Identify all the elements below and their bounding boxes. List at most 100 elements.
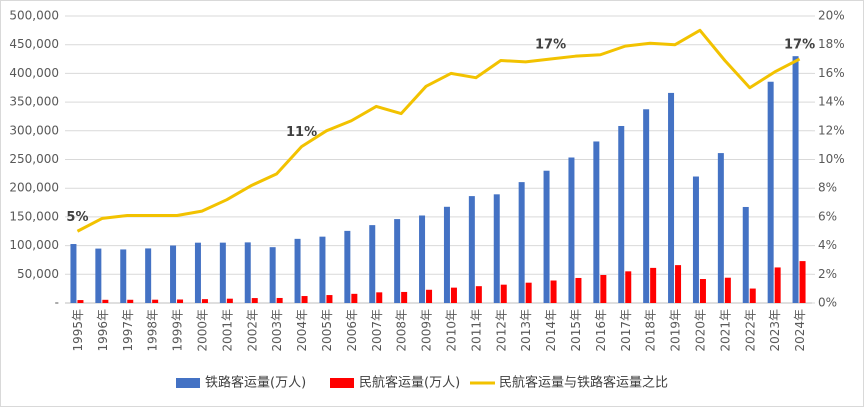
y2-tick-label: 6% (818, 209, 837, 223)
y2-tick-label: 18% (818, 37, 845, 51)
bar (443, 206, 450, 303)
bar (95, 248, 102, 303)
bar (675, 265, 682, 303)
y-tick-label: 300,000 (9, 123, 59, 137)
bar (152, 299, 159, 303)
x-tick-label: 2021年 (718, 309, 732, 352)
bar (401, 291, 408, 303)
bar (276, 297, 283, 303)
x-tick-label: 2016年 (594, 309, 608, 352)
legend-swatch (176, 378, 200, 388)
x-tick-label: 2013年 (519, 309, 533, 352)
bar (127, 299, 134, 303)
x-tick-label: 1999年 (171, 309, 185, 352)
x-tick-label: 1995年 (71, 309, 85, 352)
bar (600, 274, 607, 303)
x-tick-label: 2024年 (793, 309, 807, 352)
data-label: 17% (784, 38, 815, 53)
bar (475, 286, 482, 303)
bar (699, 279, 706, 303)
data-label: 5% (66, 210, 88, 225)
y2-tick-label: 16% (818, 66, 845, 80)
bar (344, 230, 351, 303)
y2-tick-label: 0% (818, 296, 837, 310)
x-tick-label: 2022年 (743, 309, 757, 352)
bar (226, 298, 233, 303)
bar (177, 299, 184, 303)
bar (301, 296, 308, 303)
bar (575, 277, 582, 303)
x-tick-label: 2005年 (320, 309, 334, 352)
bar (170, 245, 177, 303)
bar (145, 248, 152, 303)
bar (767, 81, 774, 303)
bar (251, 298, 258, 303)
x-tick-label: 2009年 (420, 309, 434, 352)
x-tick-label: 2010年 (444, 309, 458, 352)
x-tick-label: 2000年 (195, 309, 209, 352)
bar (593, 141, 600, 303)
bar (625, 271, 632, 303)
bar (643, 109, 650, 304)
x-tick-label: 1996年 (96, 309, 110, 352)
bar (543, 170, 550, 303)
x-tick-label: 2012年 (494, 309, 508, 352)
legend-label: 民航客运量(万人) (359, 375, 460, 391)
x-tick-label: 2008年 (395, 309, 409, 352)
bar (120, 249, 127, 303)
y-tick-label: 250,000 (9, 152, 59, 166)
bar (394, 219, 401, 303)
y-tick-label: 350,000 (9, 95, 59, 109)
x-tick-label: 2006年 (345, 309, 359, 352)
y-tick-label: 450,000 (9, 37, 59, 51)
legend-label: 民航客运量与铁路客运量之比 (499, 375, 668, 391)
bar (749, 288, 756, 303)
bar (799, 261, 806, 303)
x-tick-label: 2004年 (295, 309, 309, 352)
bar (774, 267, 781, 303)
y2-tick-label: 4% (818, 238, 837, 252)
bar (568, 157, 575, 303)
bar (294, 238, 301, 303)
bar (742, 206, 749, 303)
x-tick-label: 2020年 (693, 309, 707, 352)
bar (650, 267, 657, 303)
y-tick-label: - (55, 296, 59, 310)
bar (792, 56, 799, 304)
x-tick-label: 2019年 (669, 309, 683, 352)
bar (351, 293, 358, 303)
bar (102, 299, 109, 303)
bar (77, 300, 84, 303)
y-tick-label: 50,000 (17, 267, 59, 281)
bar (194, 242, 201, 303)
bar (717, 153, 724, 303)
y-tick-label: 200,000 (9, 181, 59, 195)
bar (426, 289, 433, 303)
bar (244, 242, 251, 303)
legend-label: 铁路客运量(万人) (205, 375, 306, 391)
bar (500, 284, 507, 303)
bar (201, 299, 208, 303)
bar (724, 277, 731, 303)
bar (450, 287, 457, 303)
bar (70, 244, 77, 303)
bar (369, 225, 376, 303)
y2-tick-label: 10% (818, 152, 845, 166)
x-tick-label: 2017年 (619, 309, 633, 352)
bar (518, 182, 525, 303)
y2-tick-label: 12% (818, 123, 845, 137)
legend: 铁路客运量(万人) 民航客运量(万人) 民航客运量与铁路客运量之比 (176, 375, 668, 391)
bar (319, 236, 326, 303)
y-tick-label: 150,000 (9, 209, 59, 223)
data-label: 17% (535, 38, 566, 53)
bar (468, 196, 475, 303)
x-tick-label: 2018年 (644, 309, 658, 352)
bar (692, 176, 699, 303)
x-tick-label: 2023年 (768, 309, 782, 352)
bar (493, 194, 500, 303)
bar (668, 92, 675, 303)
y-tick-label: 500,000 (9, 9, 59, 23)
x-tick-label: 1997年 (121, 309, 135, 352)
